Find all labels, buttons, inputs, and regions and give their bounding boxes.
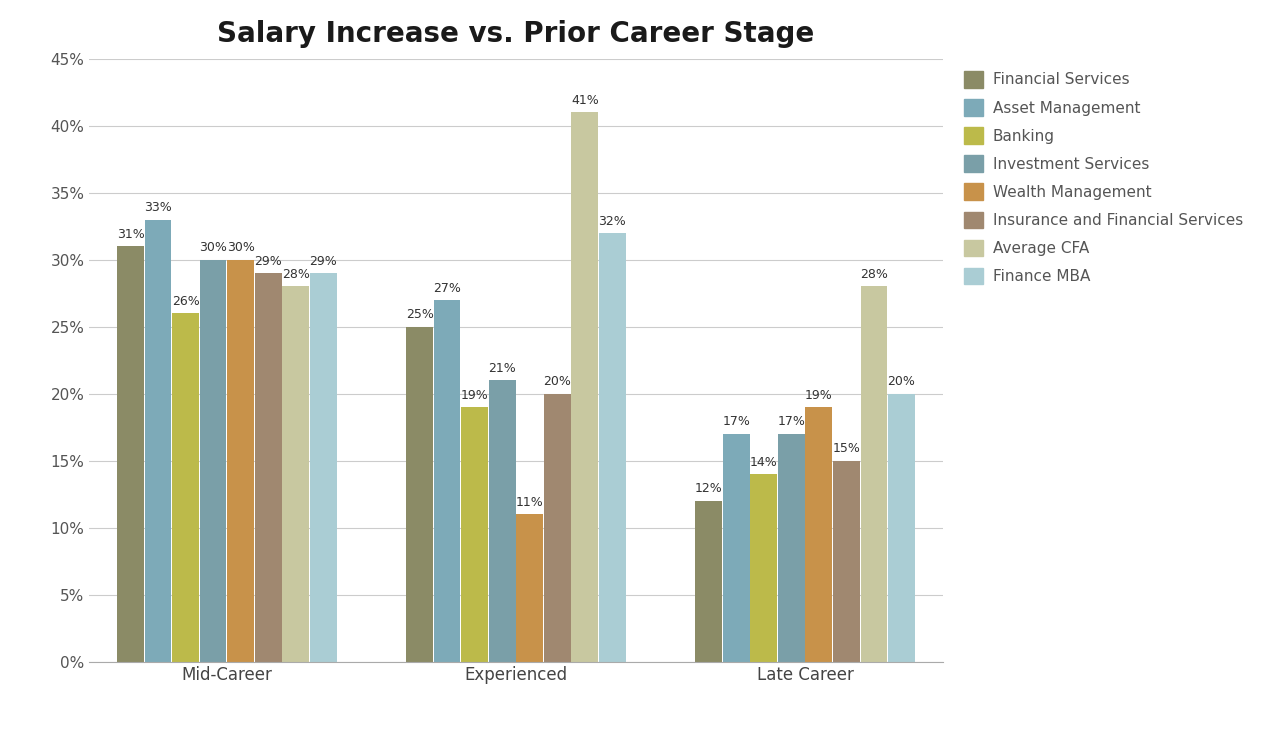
Text: 11%: 11%: [516, 496, 544, 509]
Bar: [572, 112, 599, 662]
Bar: [599, 233, 626, 662]
Text: 12%: 12%: [694, 482, 722, 495]
Text: 33%: 33%: [144, 201, 172, 214]
Bar: [172, 313, 199, 662]
Text: 17%: 17%: [777, 415, 805, 429]
Text: 19%: 19%: [461, 389, 488, 401]
Text: 41%: 41%: [571, 94, 599, 107]
Text: 15%: 15%: [832, 442, 860, 455]
Bar: [722, 434, 749, 662]
Text: 19%: 19%: [805, 389, 833, 401]
Text: 31%: 31%: [117, 228, 144, 241]
Bar: [805, 407, 832, 662]
Bar: [145, 220, 172, 662]
Bar: [461, 407, 488, 662]
Text: 26%: 26%: [172, 295, 200, 308]
Bar: [117, 246, 144, 662]
Legend: Financial Services, Asset Management, Banking, Investment Services, Wealth Manag: Financial Services, Asset Management, Ba…: [959, 66, 1247, 289]
Bar: [406, 326, 433, 662]
Bar: [778, 434, 805, 662]
Bar: [833, 461, 860, 662]
Bar: [200, 259, 227, 662]
Bar: [433, 300, 460, 662]
Text: 21%: 21%: [488, 362, 516, 375]
Bar: [544, 394, 571, 662]
Bar: [516, 514, 543, 662]
Bar: [696, 501, 722, 662]
Bar: [888, 394, 915, 662]
Text: 27%: 27%: [433, 282, 461, 295]
Bar: [860, 287, 887, 662]
Text: 29%: 29%: [255, 255, 282, 268]
Bar: [310, 273, 336, 662]
Text: 17%: 17%: [722, 415, 750, 429]
Bar: [255, 273, 282, 662]
Text: 14%: 14%: [750, 456, 777, 469]
Text: 30%: 30%: [227, 241, 255, 254]
Bar: [489, 380, 516, 662]
Bar: [750, 474, 777, 662]
Text: 20%: 20%: [543, 376, 571, 388]
Title: Salary Increase vs. Prior Career Stage: Salary Increase vs. Prior Career Stage: [218, 20, 814, 48]
Text: 32%: 32%: [599, 215, 627, 228]
Text: 29%: 29%: [310, 255, 338, 268]
Text: 25%: 25%: [405, 308, 433, 321]
Bar: [227, 259, 254, 662]
Text: 30%: 30%: [199, 241, 227, 254]
Text: 20%: 20%: [888, 376, 916, 388]
Text: 28%: 28%: [860, 268, 888, 281]
Bar: [283, 287, 310, 662]
Text: 28%: 28%: [282, 268, 310, 281]
